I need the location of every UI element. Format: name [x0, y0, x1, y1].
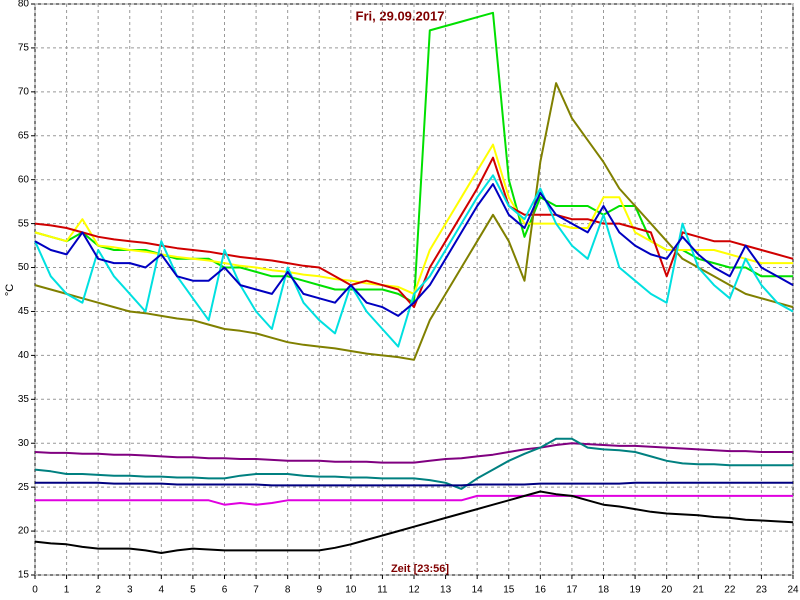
series-line	[34, 174, 794, 348]
y-tick-label: 35	[18, 394, 30, 405]
x-tick-label: 20	[661, 585, 673, 596]
x-tick-label: 2	[95, 585, 101, 596]
y-axis-label: °C	[4, 284, 16, 296]
x-axis-label: Zeit [23:56]	[391, 563, 449, 575]
x-tick-label: 23	[756, 585, 768, 596]
y-tick-label: 70	[18, 86, 30, 97]
series-line	[35, 494, 793, 506]
x-tick-label: 16	[535, 585, 547, 596]
x-tick-label: 8	[285, 585, 291, 596]
series-line	[34, 82, 794, 361]
series-line	[34, 490, 794, 554]
x-tick-label: 24	[787, 585, 799, 596]
y-tick-label: 15	[18, 570, 30, 581]
x-tick-label: 10	[345, 585, 357, 596]
y-tick-label: 25	[18, 482, 30, 493]
x-tick-label: 18	[598, 585, 610, 596]
x-tick-label: 12	[408, 585, 420, 596]
grid	[34, 3, 794, 576]
y-tick-label: 65	[18, 130, 30, 141]
chart-title: Fri, 29.09.2017	[356, 8, 445, 23]
x-tick-label: 22	[724, 585, 736, 596]
x-tick-label: 9	[316, 585, 322, 596]
x-tick-label: 1	[64, 585, 70, 596]
x-tick-label: 0	[32, 585, 38, 596]
y-tick-label: 55	[18, 218, 30, 229]
x-tick-label: 15	[503, 585, 515, 596]
x-tick-label: 7	[253, 585, 259, 596]
x-tick-label: 5	[190, 585, 196, 596]
series-line	[35, 481, 793, 487]
x-tick-label: 17	[566, 585, 578, 596]
lines	[34, 11, 794, 554]
x-tick-label: 21	[693, 585, 705, 596]
x-tick-label: 13	[440, 585, 452, 596]
series-line	[34, 442, 793, 464]
series-line	[34, 183, 794, 317]
y-tick-label: 60	[18, 174, 30, 185]
series-line	[34, 437, 793, 490]
x-tick-label: 14	[472, 585, 484, 596]
x-tick-label: 19	[630, 585, 642, 596]
y-tick-label: 75	[18, 43, 30, 54]
y-tick-label: 50	[18, 262, 30, 273]
y-tick-label: 45	[18, 306, 30, 317]
x-tick-label: 11	[377, 585, 388, 596]
y-tick-label: 30	[18, 438, 30, 449]
y-tick-label: 40	[18, 350, 30, 361]
x-tick-label: 4	[159, 585, 165, 596]
y-tick-label: 20	[18, 526, 30, 537]
x-tick-label: 6	[222, 585, 228, 596]
y-tick-label: 80	[18, 0, 30, 10]
x-tick-label: 3	[127, 585, 133, 596]
